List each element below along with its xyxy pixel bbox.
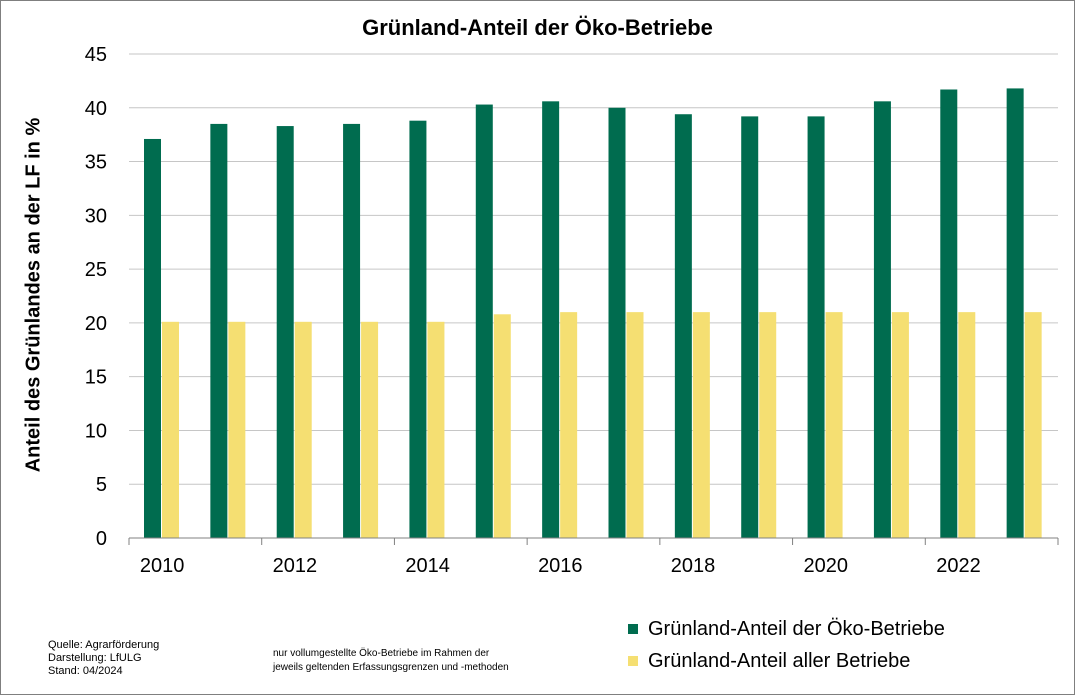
legend-label-alle: Grünland-Anteil aller Betriebe xyxy=(648,649,911,672)
x-tick-label: 2020 xyxy=(804,555,849,577)
y-tick-label: 35 xyxy=(85,152,107,174)
y-tick-label: 20 xyxy=(85,313,107,335)
y-tick-label: 30 xyxy=(85,205,107,227)
bar-alle xyxy=(228,321,246,538)
legend: Grünland-Anteil der Öko-Betriebe Grünlan… xyxy=(628,613,945,677)
x-tick-label: 2012 xyxy=(273,555,318,577)
methodology-note: nur vollumgestellte Öko-Betriebe im Rahm… xyxy=(273,647,509,675)
bar-oeko xyxy=(409,120,427,538)
bar-alle xyxy=(1024,312,1042,538)
y-tick-label: 0 xyxy=(96,528,107,550)
bar-alle xyxy=(825,312,843,538)
bar-oeko xyxy=(608,107,626,539)
bar-oeko xyxy=(1006,88,1024,538)
bar-alle xyxy=(162,321,179,538)
bar-oeko xyxy=(276,126,294,538)
bar-alle xyxy=(361,321,379,538)
legend-swatch-alle xyxy=(628,656,638,666)
legend-item-alle: Grünland-Anteil aller Betriebe xyxy=(628,645,945,677)
x-tick-label: 2014 xyxy=(405,555,450,577)
legend-swatch-oeko xyxy=(628,624,638,634)
x-tick-label: 2016 xyxy=(538,555,583,577)
bar-alle xyxy=(560,312,578,538)
bar-oeko xyxy=(873,101,891,538)
bar-alle xyxy=(427,321,445,538)
bar-alle xyxy=(493,314,511,538)
source-line: Quelle: Agrarförderung xyxy=(48,639,160,651)
bar-alle xyxy=(692,312,710,538)
bar-oeko xyxy=(940,89,958,538)
bar-alle xyxy=(958,312,976,538)
source-note: Quelle: Agrarförderung Darstellung: LfUL… xyxy=(48,639,159,678)
x-tick-label: 2018 xyxy=(671,555,716,577)
y-tick-label: 5 xyxy=(96,474,107,496)
bar-oeko xyxy=(741,116,759,538)
bar-oeko xyxy=(144,138,161,539)
bar-alle xyxy=(626,312,644,538)
bar-chart: 0 5 10 15 20 25 30 35 40 45 2010 2012 2014 2016 2018 20… xyxy=(85,44,1059,577)
bar-alle xyxy=(759,312,777,538)
note-line: nur vollumgestellte Öko-Betriebe im Rahm… xyxy=(273,648,490,659)
y-tick-label: 15 xyxy=(85,367,107,389)
x-tick-label: 2022 xyxy=(936,555,981,577)
bar-oeko xyxy=(210,123,228,539)
x-tick-label: 2010 xyxy=(140,555,185,577)
bar-oeko xyxy=(674,114,692,538)
legend-label-oeko: Grünland-Anteil der Öko-Betriebe xyxy=(648,617,945,640)
y-tick-label: 40 xyxy=(85,98,107,120)
bar-oeko xyxy=(542,101,560,538)
bar-alle xyxy=(891,312,909,538)
source-line: Stand: 04/2024 xyxy=(48,665,123,677)
note-line: jeweils geltenden Erfassungsgrenzen und … xyxy=(273,662,509,673)
chart-title: Grünland-Anteil der Öko-Betriebe xyxy=(362,15,713,40)
source-line: Darstellung: LfULG xyxy=(48,652,142,664)
legend-item-oeko: Grünland-Anteil der Öko-Betriebe xyxy=(628,613,945,645)
y-tick-label: 10 xyxy=(85,420,107,442)
bar-oeko xyxy=(807,116,825,538)
bar-alle xyxy=(294,321,312,538)
y-tick-label: 45 xyxy=(85,44,107,66)
bar-oeko xyxy=(475,104,493,538)
bar-oeko xyxy=(343,123,361,539)
y-tick-label: 25 xyxy=(85,259,107,281)
